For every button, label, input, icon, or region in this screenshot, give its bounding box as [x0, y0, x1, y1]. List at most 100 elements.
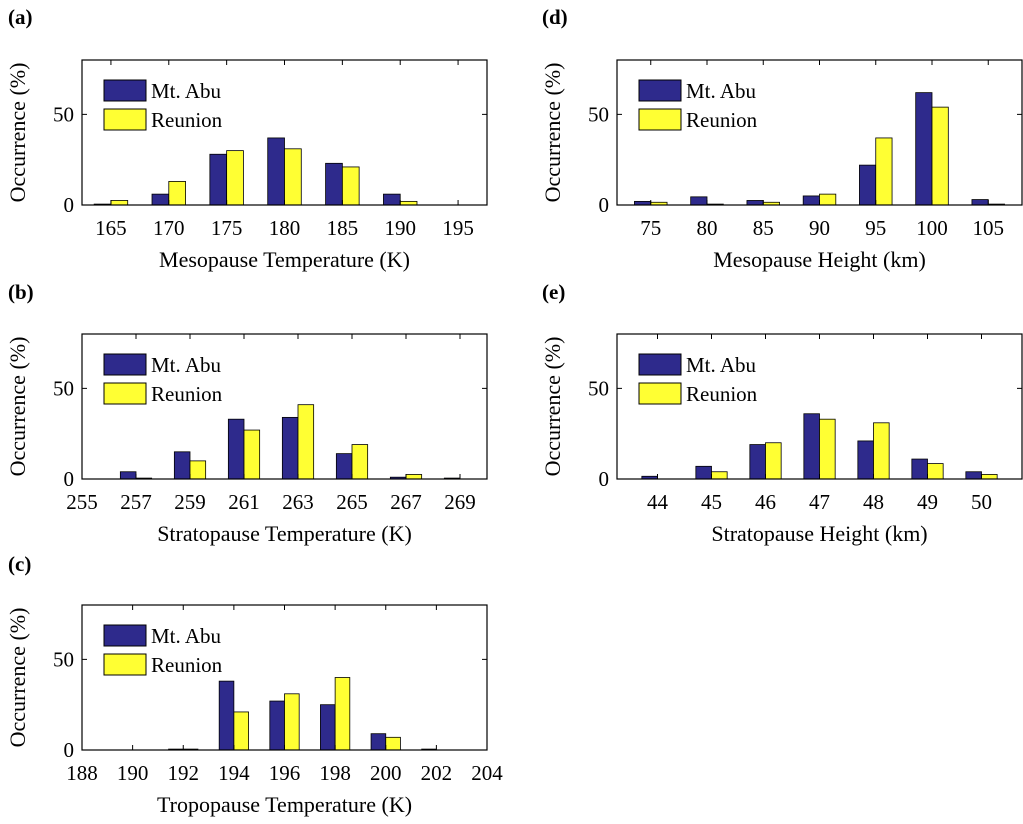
legend-label-reunion: Reunion	[151, 382, 223, 406]
x-tick-label: 204	[471, 761, 503, 785]
bar-mt-abu	[803, 413, 820, 480]
bar-mt-abu	[749, 444, 766, 480]
bar-reunion	[233, 711, 249, 751]
y-axis-title: Occurrence (%)	[5, 63, 30, 203]
x-tick-label: 194	[218, 761, 250, 785]
x-tick-label: 100	[916, 216, 948, 240]
bar-reunion	[819, 193, 837, 206]
legend-swatch-reunion	[638, 108, 682, 131]
bar-reunion	[405, 474, 423, 480]
bar-reunion	[765, 442, 782, 480]
bar-mt-abu	[267, 137, 285, 206]
y-tick-label: 50	[53, 647, 74, 671]
legend-label-reunion: Reunion	[151, 653, 223, 677]
bar-reunion	[334, 677, 351, 751]
legend-label-mt-abu: Mt. Abu	[686, 353, 757, 377]
legend-label-mt-abu: Mt. Abu	[151, 353, 222, 377]
legend-swatch-reunion	[103, 108, 147, 131]
y-tick-label: 50	[53, 376, 74, 400]
bar-mt-abu	[320, 704, 336, 751]
y-axis-title: Occurrence (%)	[5, 337, 30, 477]
x-tick-label: 267	[390, 490, 422, 514]
x-tick-label: 265	[336, 490, 368, 514]
legend-swatch-mt-abu	[103, 353, 147, 376]
bar-mt-abu	[746, 200, 764, 206]
x-axis-title: Stratopause Height (km)	[711, 521, 927, 546]
bar-mt-abu	[857, 440, 874, 480]
bar-reunion	[189, 460, 207, 480]
y-tick-label: 50	[588, 376, 609, 400]
x-tick-label: 198	[319, 761, 351, 785]
x-tick-label: 46	[755, 490, 776, 514]
bar-mt-abu	[269, 700, 285, 751]
y-axis-title: Occurrence (%)	[5, 608, 30, 748]
legend-label-mt-abu: Mt. Abu	[151, 624, 222, 648]
legend-swatch-reunion	[638, 382, 682, 405]
bar-mt-abu	[227, 418, 245, 480]
x-tick-label: 200	[370, 761, 402, 785]
panel-label: (e)	[542, 280, 565, 304]
bar-reunion	[873, 422, 890, 480]
legend-swatch-mt-abu	[638, 353, 682, 376]
x-tick-label: 188	[66, 761, 98, 785]
x-tick-label: 49	[917, 490, 938, 514]
bar-reunion	[931, 106, 949, 206]
x-axis-title: Mesopause Temperature (K)	[159, 247, 410, 272]
x-tick-label: 165	[95, 216, 127, 240]
legend-label-reunion: Reunion	[686, 382, 758, 406]
panel-label: (a)	[8, 5, 33, 29]
bar-reunion	[284, 148, 302, 206]
panel-e: (e) 44 45 46 47 48 49 50 0 50 Stratopause Height (…	[540, 280, 1023, 546]
y-tick-label: 0	[64, 467, 75, 491]
x-tick-label: 195	[442, 216, 474, 240]
x-tick-label: 259	[174, 490, 206, 514]
y-tick-label: 0	[599, 467, 610, 491]
bar-mt-abu	[335, 453, 353, 480]
panel-label: (b)	[8, 280, 34, 304]
y-tick-label: 0	[599, 193, 610, 217]
legend-label-reunion: Reunion	[151, 108, 223, 132]
bar-mt-abu	[690, 196, 708, 206]
bar-mt-abu	[173, 451, 191, 480]
x-tick-label: 175	[211, 216, 243, 240]
panel-label: (d)	[542, 5, 568, 29]
bar-reunion	[385, 736, 401, 751]
panel-c: (c) 188 190 192 194 196 198 200 202 204 0 50 Tropopa…	[5, 552, 503, 817]
x-axis-title: Tropopause Temperature (K)	[157, 792, 412, 817]
bar-reunion	[243, 429, 261, 480]
bar-mt-abu	[218, 680, 235, 751]
bar-mt-abu	[281, 416, 299, 480]
x-tick-label: 95	[865, 216, 886, 240]
legend-swatch-reunion	[103, 382, 147, 405]
x-tick-label: 190	[384, 216, 416, 240]
bar-reunion	[297, 404, 315, 480]
x-tick-label: 48	[863, 490, 884, 514]
x-tick-label: 105	[973, 216, 1005, 240]
bar-mt-abu	[859, 164, 877, 206]
bar-mt-abu	[802, 195, 820, 206]
bar-reunion	[226, 150, 244, 206]
panel-label: (c)	[8, 552, 31, 576]
bar-mt-abu	[911, 458, 928, 480]
bar-reunion	[711, 471, 728, 480]
panel-d: (d) 75 80 85 90 95 100 105 0 50 Mesopause Height (…	[540, 5, 1023, 272]
bar-mt-abu	[695, 465, 712, 480]
x-tick-label: 85	[753, 216, 774, 240]
x-tick-label: 44	[647, 490, 669, 514]
bar-mt-abu	[151, 193, 170, 206]
bar-reunion	[110, 200, 129, 206]
x-tick-label: 45	[701, 490, 722, 514]
x-tick-label: 190	[117, 761, 149, 785]
legend-label-reunion: Reunion	[686, 108, 758, 132]
y-tick-label: 50	[588, 102, 609, 126]
legend-swatch-mt-abu	[103, 624, 147, 647]
bar-mt-abu	[209, 153, 228, 206]
bar-mt-abu	[971, 199, 989, 206]
x-tick-label: 47	[809, 490, 830, 514]
bar-reunion	[981, 474, 998, 480]
bar-reunion	[284, 693, 300, 751]
x-tick-label: 50	[971, 490, 992, 514]
legend-swatch-mt-abu	[638, 79, 682, 102]
bar-mt-abu	[383, 193, 401, 206]
panel-a: (a) 165 170 175 180 185 190 195 0 50 Mesopause Tem…	[5, 5, 488, 272]
